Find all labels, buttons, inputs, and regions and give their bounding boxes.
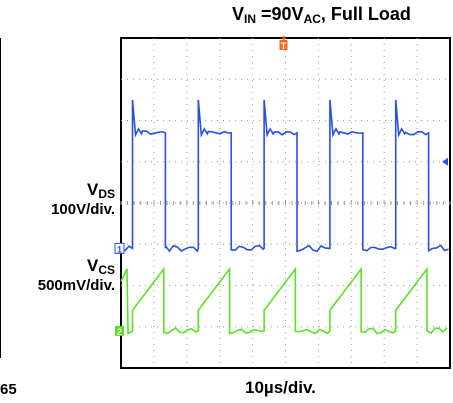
ch2-marker [115,325,124,336]
vcs-channel-label: VCS 500mV/div. [38,256,115,294]
vds-scale: 100V/div. [51,201,115,218]
trigger-marker [279,40,288,50]
vds-channel-label: VDS 100V/div. [51,180,115,218]
trigger-level-arrow [442,157,448,166]
ch2-marker-label: 2 [117,327,122,337]
vcs-name: VCS [86,256,115,277]
trigger-marker-label: T [281,41,287,51]
page-left-rule [0,38,1,358]
vds-trace [120,99,449,253]
ch1-marker-label: 1 [117,244,122,254]
vds-name: VDS [86,180,115,201]
ch1-marker [114,242,125,254]
x-axis-scale: 10µs/div. [245,378,316,397]
vcs-trace [120,266,448,335]
page-number: 65 [0,381,17,398]
vcs-scale: 500mV/div. [37,277,115,294]
chart-title: VIN =90VAC, Full Load [232,4,411,26]
